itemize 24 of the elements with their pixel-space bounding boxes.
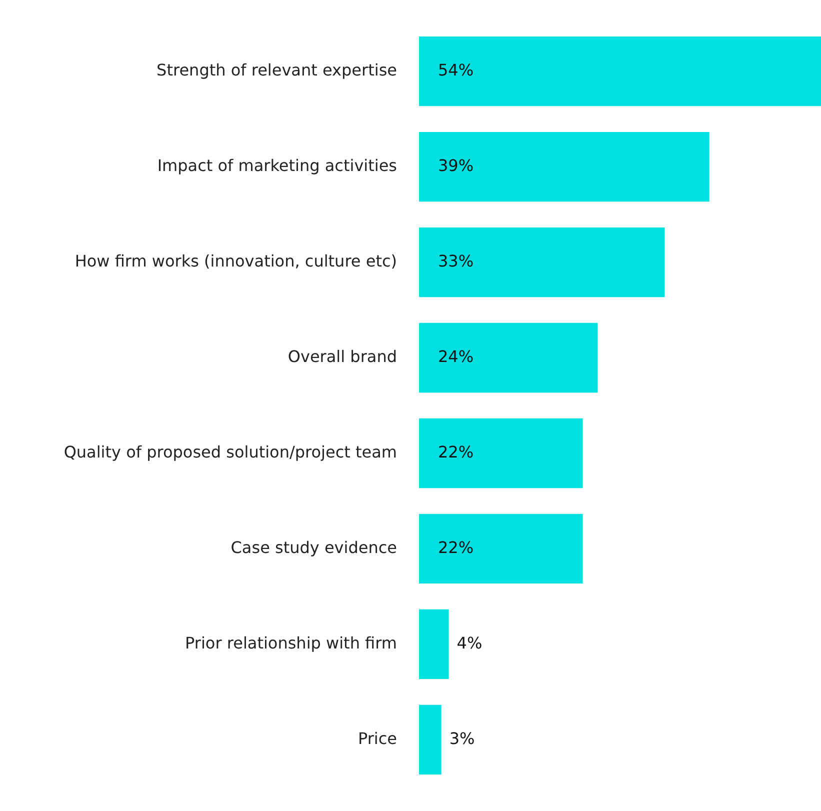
data-label: 39% bbox=[438, 156, 474, 175]
bar bbox=[419, 609, 449, 680]
data-label: 22% bbox=[438, 442, 474, 462]
bar bbox=[419, 227, 665, 298]
data-label: 3% bbox=[449, 728, 475, 748]
y-tick-label: Strength of relevant expertise bbox=[156, 60, 397, 80]
y-tick-label: Quality of proposed solution/project team bbox=[64, 442, 397, 462]
bar bbox=[419, 36, 821, 106]
bar bbox=[419, 514, 583, 584]
bar bbox=[419, 132, 710, 202]
y-tick-label: How firm works (innovation, culture etc) bbox=[74, 251, 397, 270]
y-tick-label: Impact of marketing activities bbox=[157, 156, 397, 175]
data-label: 24% bbox=[438, 346, 474, 366]
data-label: 54% bbox=[438, 60, 474, 80]
bar bbox=[419, 704, 442, 775]
data-label: 4% bbox=[456, 633, 482, 652]
y-tick-label: Case study evidence bbox=[230, 538, 397, 557]
y-tick-label: Prior relationship with firm bbox=[185, 633, 397, 652]
y-tick-label: Overall brand bbox=[288, 346, 397, 366]
bar bbox=[419, 322, 598, 393]
data-label: 22% bbox=[438, 538, 474, 557]
bar bbox=[419, 418, 583, 488]
y-tick-label: Price bbox=[358, 728, 397, 748]
data-label: 33% bbox=[438, 251, 474, 270]
